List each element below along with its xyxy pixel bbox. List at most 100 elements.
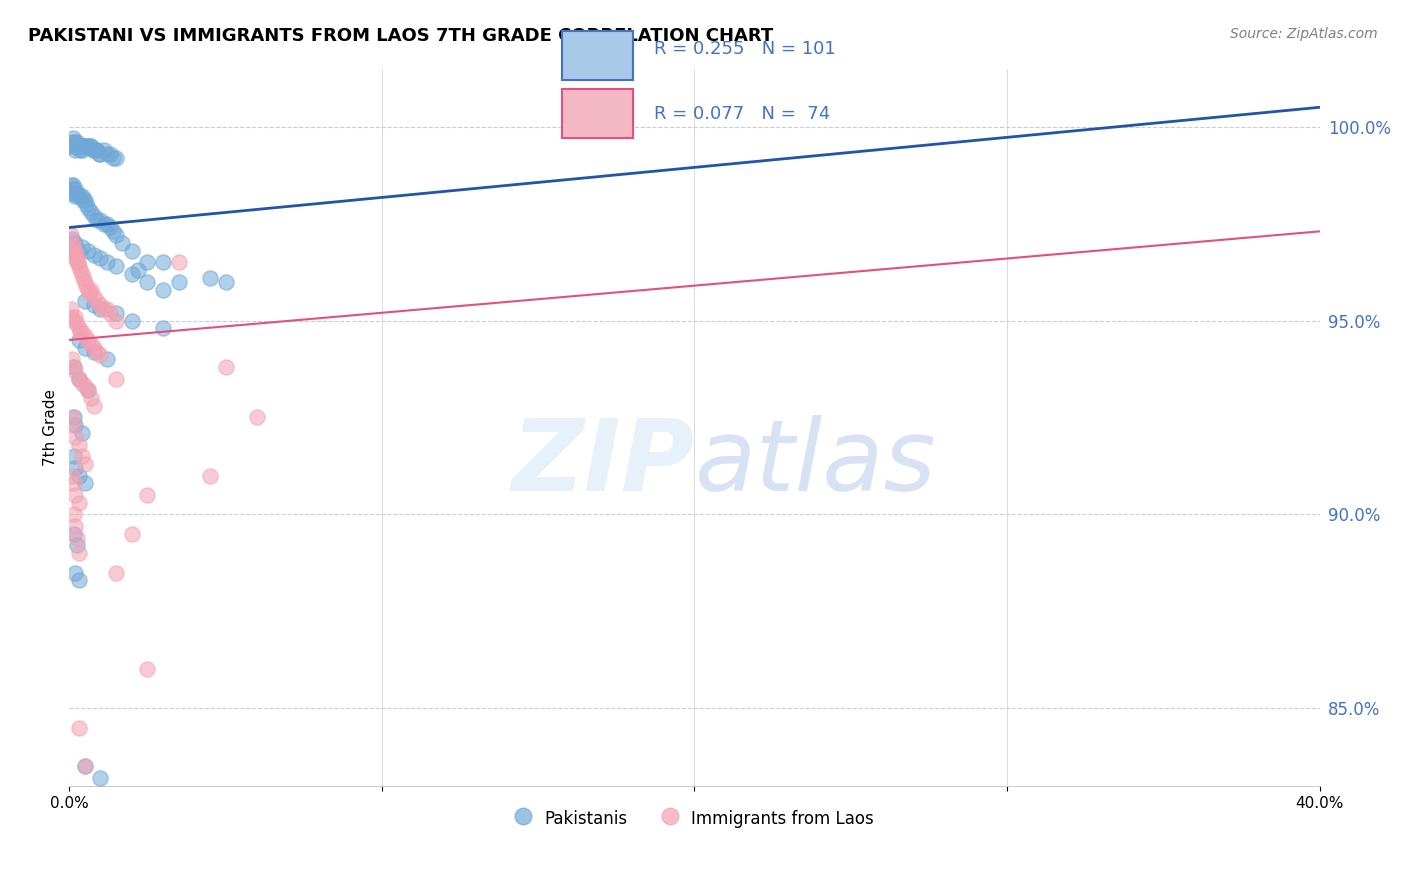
Text: ZIP: ZIP [512, 415, 695, 511]
Point [96, 217, 118, 231]
Point [77, 244, 100, 258]
Point [73, 139, 96, 153]
Point [121, 244, 143, 258]
Point [65, 566, 87, 580]
Point [67, 259, 90, 273]
Point [79, 139, 101, 153]
Point [75, 139, 97, 153]
Point [80, 336, 103, 351]
Point [246, 410, 269, 425]
Point [65, 430, 87, 444]
Point [67, 139, 90, 153]
Point [101, 224, 124, 238]
Point [136, 275, 159, 289]
Point [70, 425, 93, 440]
Point [89, 252, 111, 266]
Point [67, 468, 90, 483]
Point [67, 333, 90, 347]
Point [67, 321, 90, 335]
Text: PAKISTANI VS IMMIGRANTS FROM LAOS 7TH GRADE CORRELATION CHART: PAKISTANI VS IMMIGRANTS FROM LAOS 7TH GR… [28, 27, 773, 45]
Point [83, 344, 105, 359]
Point [70, 240, 93, 254]
Point [83, 298, 105, 312]
Point [65, 488, 87, 502]
Point [63, 410, 86, 425]
Point [73, 379, 96, 393]
Point [63, 359, 86, 374]
Point [89, 212, 111, 227]
Point [60, 310, 83, 324]
Point [70, 449, 93, 463]
Point [98, 220, 121, 235]
Point [62, 240, 84, 254]
Point [96, 352, 118, 367]
Text: Source: ZipAtlas.com: Source: ZipAtlas.com [1230, 27, 1378, 41]
Point [84, 143, 107, 157]
Point [198, 271, 221, 285]
Point [98, 146, 121, 161]
Point [121, 267, 143, 281]
Point [83, 209, 105, 223]
Point [198, 468, 221, 483]
Point [60, 235, 83, 250]
Point [67, 244, 90, 258]
Point [65, 139, 87, 153]
Point [70, 325, 93, 339]
Point [60, 135, 83, 149]
Point [167, 255, 190, 269]
Point [105, 566, 128, 580]
Point [86, 143, 108, 157]
Point [65, 235, 87, 250]
Point [73, 341, 96, 355]
Point [105, 306, 128, 320]
Point [152, 255, 174, 269]
Point [65, 519, 87, 533]
Point [73, 759, 96, 773]
Point [83, 399, 105, 413]
Point [66, 531, 89, 545]
Point [77, 201, 100, 215]
Point [101, 151, 124, 165]
Point [63, 139, 86, 153]
Point [65, 310, 87, 324]
Point [105, 259, 128, 273]
Point [77, 333, 100, 347]
Point [136, 488, 159, 502]
Point [65, 143, 87, 157]
Point [66, 318, 89, 332]
Point [63, 359, 86, 374]
Point [67, 437, 90, 451]
Point [93, 143, 115, 157]
Point [65, 247, 87, 261]
Point [63, 476, 86, 491]
Point [63, 449, 86, 463]
Point [59, 178, 82, 192]
Point [60, 186, 83, 200]
Point [121, 313, 143, 327]
Point [83, 341, 105, 355]
Point [82, 143, 104, 157]
Point [152, 283, 174, 297]
Point [66, 186, 89, 200]
Point [77, 283, 100, 297]
Point [67, 721, 90, 735]
Point [80, 283, 103, 297]
Point [59, 228, 82, 243]
Point [73, 476, 96, 491]
Point [66, 255, 89, 269]
Point [69, 325, 91, 339]
Point [70, 267, 93, 281]
Point [136, 255, 159, 269]
Point [70, 189, 93, 203]
Point [67, 189, 90, 203]
Point [60, 244, 83, 258]
Point [73, 759, 96, 773]
Point [86, 294, 108, 309]
Point [66, 538, 89, 552]
Point [75, 278, 97, 293]
Point [70, 139, 93, 153]
Point [75, 197, 97, 211]
Point [105, 372, 128, 386]
Point [96, 146, 118, 161]
Point [69, 189, 91, 203]
